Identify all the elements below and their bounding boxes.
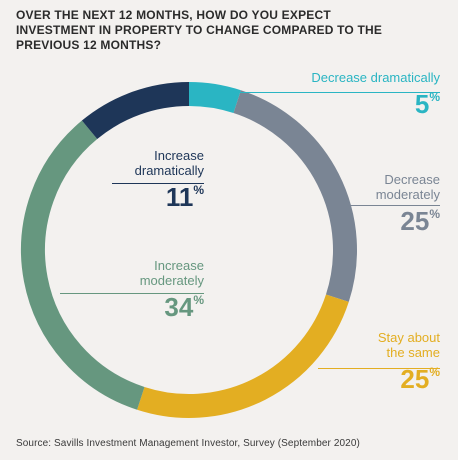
donut-slice-increase-moderately [21, 120, 145, 410]
donut-slice-increase-dramatically [81, 82, 190, 140]
slice-label-increase-moderately: Increase moderately 34% [110, 258, 204, 322]
chart-title-line: OVER THE NEXT 12 MONTHS, HOW DO YOU EXPE… [16, 8, 331, 22]
slice-label-stay-same: Stay about the same 25% [378, 330, 440, 394]
source-note: Source: Savills Investment Management In… [16, 438, 360, 449]
slice-name: Decrease [384, 172, 440, 187]
leader-line-increase-moderately [60, 293, 204, 294]
leader-line-decrease-moderately [342, 205, 440, 206]
donut-slice-stay-same [137, 294, 349, 418]
slice-name: the same [386, 345, 440, 360]
donut-slice-decrease-dramatically [188, 82, 241, 114]
slice-label-decrease-dramatically: Decrease dramatically 5% [311, 70, 440, 119]
slice-value: 5% [414, 89, 440, 119]
slice-name: Stay about [377, 330, 440, 345]
slice-label-increase-dramatically: Increase dramatically 11% [110, 148, 204, 212]
slice-name: moderately [139, 273, 204, 288]
slice-name: moderately [375, 187, 440, 202]
slice-value: 25% [400, 364, 440, 394]
leader-line-stay-same [318, 368, 440, 369]
slice-name: Increase [154, 148, 204, 163]
chart-title-line: PREVIOUS 12 MONTHS? [16, 38, 162, 52]
chart-title: OVER THE NEXT 12 MONTHS, HOW DO YOU EXPE… [16, 8, 416, 53]
slice-value: 11% [165, 182, 204, 212]
leader-line-increase-dramatically [112, 183, 204, 184]
slice-name: dramatically [134, 163, 204, 178]
donut-slice-decrease-moderately [233, 90, 357, 302]
slice-name: Decrease dramatically [311, 70, 440, 85]
slice-value: 25% [400, 206, 440, 236]
chart-title-line: INVESTMENT IN PROPERTY TO CHANGE COMPARE… [16, 23, 383, 37]
slice-label-decrease-moderately: Decrease moderately 25% [376, 172, 440, 236]
slice-value: 34% [164, 292, 204, 322]
leader-line-decrease-dramatically [232, 92, 440, 93]
slice-name: Increase [154, 258, 204, 273]
